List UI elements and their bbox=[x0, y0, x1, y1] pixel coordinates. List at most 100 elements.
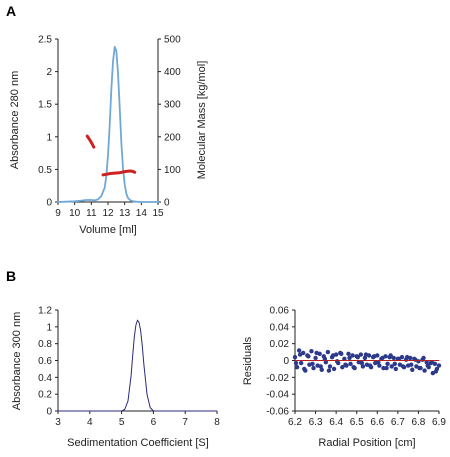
x-tick-label: 6.6 bbox=[370, 417, 384, 428]
series-line-2 bbox=[101, 169, 137, 177]
x-tick-label: 8 bbox=[214, 417, 220, 428]
x-tick-label: 12 bbox=[102, 208, 114, 219]
data-point bbox=[362, 355, 368, 361]
data-point bbox=[392, 361, 397, 367]
x-tick-label: 5 bbox=[119, 417, 125, 428]
data-point bbox=[339, 351, 344, 356]
data-point bbox=[409, 362, 414, 367]
data-point bbox=[327, 364, 333, 369]
data-point bbox=[391, 355, 396, 361]
x-axis-label: Volume [ml] bbox=[79, 224, 136, 236]
data-point bbox=[319, 367, 324, 372]
data-point bbox=[396, 356, 402, 362]
data-point bbox=[425, 363, 430, 368]
series-line-1 bbox=[85, 134, 96, 149]
panel-label-a: A bbox=[6, 3, 16, 19]
data-point bbox=[318, 364, 323, 369]
data-point bbox=[306, 354, 311, 359]
y-tick-label: -0.04 bbox=[266, 390, 289, 401]
x-axis-label: Sedimentation Coefficient [S] bbox=[67, 437, 209, 449]
residuals-chart: Radial Position [cm] Residuals 6.2 6.3 6.4… bbox=[242, 306, 446, 450]
data-point bbox=[393, 366, 398, 372]
y2-tick-label: 0 bbox=[164, 198, 170, 209]
y-tick-label: 0.02 bbox=[270, 339, 290, 350]
data-point bbox=[424, 359, 429, 365]
y2-tick-label: 100 bbox=[164, 165, 181, 176]
panel-label-b: B bbox=[6, 268, 16, 284]
data-point bbox=[422, 368, 427, 373]
data-point bbox=[314, 350, 319, 356]
data-point bbox=[413, 357, 418, 362]
y-tick-label: 0.06 bbox=[270, 306, 290, 317]
y-tick-label: 0 bbox=[283, 356, 289, 367]
x-tick-label: 9 bbox=[55, 208, 61, 219]
data-point bbox=[389, 364, 394, 369]
y-tick-label: 0.2 bbox=[38, 390, 52, 401]
x-tick-label: 6.5 bbox=[350, 417, 364, 428]
data-point bbox=[436, 363, 442, 368]
data-point bbox=[293, 360, 299, 366]
x-tick-label: 15 bbox=[152, 208, 164, 219]
data-point bbox=[326, 368, 332, 373]
x-tick-label: 6 bbox=[151, 417, 157, 428]
y2-tick-label: 400 bbox=[164, 67, 181, 78]
data-point bbox=[292, 354, 298, 360]
data-point bbox=[429, 359, 434, 365]
x-tick-label: 6.7 bbox=[391, 417, 405, 428]
y-tick-label: 2.5 bbox=[38, 35, 52, 46]
y-tick-label: 0 bbox=[46, 407, 52, 418]
data-point bbox=[310, 361, 315, 367]
data-point bbox=[346, 351, 351, 356]
x-tick-label: 7 bbox=[182, 417, 188, 428]
data-point bbox=[385, 361, 390, 367]
x-axis-label: Radial Position [cm] bbox=[318, 437, 415, 449]
y2-tick-label: 300 bbox=[164, 100, 181, 111]
y-tick-label: 0.4 bbox=[38, 373, 52, 384]
data-point bbox=[384, 365, 389, 371]
data-point bbox=[348, 361, 353, 367]
data-point bbox=[380, 355, 385, 361]
data-point bbox=[360, 364, 366, 369]
data-point bbox=[347, 355, 352, 361]
data-point bbox=[330, 353, 336, 358]
sedimentation-chart: Sedimentation Coefficient [S] Absorbance… bbox=[11, 306, 220, 450]
y-tick-label: 1.2 bbox=[38, 306, 52, 317]
x-tick-label: 6.2 bbox=[288, 417, 302, 428]
data-point bbox=[350, 353, 355, 358]
y-axis-label: Residuals bbox=[242, 336, 254, 385]
data-point bbox=[302, 366, 307, 372]
data-point bbox=[410, 367, 415, 372]
x-tick-label: 14 bbox=[136, 208, 148, 219]
x-tick-label: 6.4 bbox=[329, 417, 343, 428]
data-point bbox=[358, 352, 364, 357]
data-point bbox=[377, 363, 382, 368]
y-tick-label: 1 bbox=[46, 322, 52, 333]
y-tick-label: 0.04 bbox=[270, 322, 290, 333]
data-point bbox=[322, 356, 328, 362]
data-point bbox=[331, 366, 337, 372]
sec-mals-chart: Volume [ml] Absorbance 280 nm Molecular … bbox=[9, 35, 208, 237]
data-point bbox=[323, 359, 329, 365]
data-point bbox=[388, 353, 393, 358]
data-point bbox=[404, 354, 410, 360]
data-point bbox=[334, 359, 340, 364]
x-tick-label: 11 bbox=[86, 208, 97, 219]
data-point bbox=[376, 359, 381, 365]
y2-tick-label: 500 bbox=[164, 35, 181, 46]
data-point bbox=[372, 354, 377, 359]
data-point bbox=[343, 362, 348, 367]
data-point bbox=[298, 360, 304, 366]
y-tick-label: 0.5 bbox=[38, 165, 52, 176]
series-line-0 bbox=[57, 319, 218, 412]
data-point bbox=[421, 355, 426, 361]
data-point bbox=[367, 363, 373, 368]
x-tick-label: 4 bbox=[87, 417, 93, 428]
data-point bbox=[351, 365, 356, 370]
data-point bbox=[297, 352, 303, 357]
y-tick-label: 1 bbox=[46, 132, 52, 143]
data-point bbox=[313, 355, 318, 361]
y-tick-label: 0 bbox=[46, 198, 52, 209]
y-axis-label: Absorbance 280 nm bbox=[9, 71, 21, 169]
y-axis-label: Absorbance 300 nm bbox=[11, 312, 23, 410]
